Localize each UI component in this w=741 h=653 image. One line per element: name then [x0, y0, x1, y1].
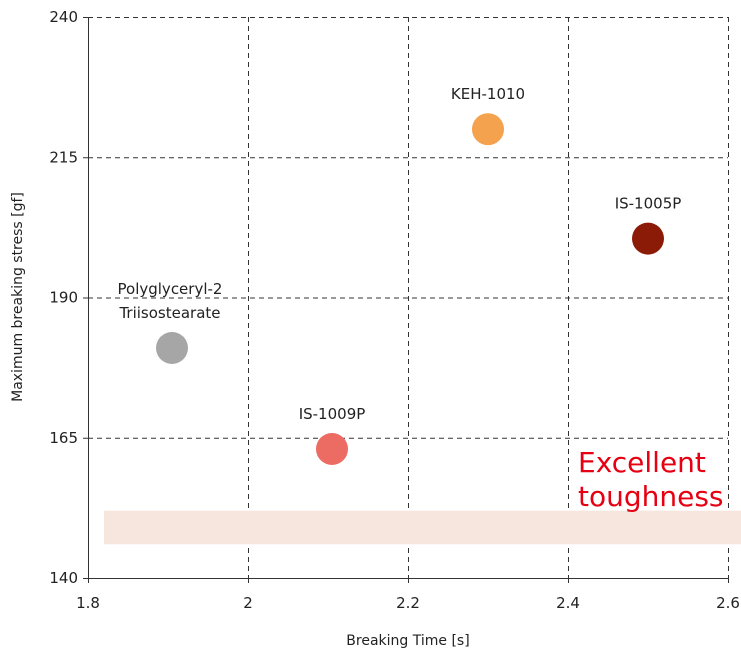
- data-point: [632, 222, 664, 255]
- point-label: IS-1009P: [299, 405, 366, 423]
- point-label: KEH-1010: [451, 85, 525, 103]
- y-tick-label: 215: [49, 148, 78, 166]
- data-point: [156, 331, 188, 364]
- y-tick-label: 140: [49, 569, 78, 587]
- x-tick-label: 2.4: [556, 594, 580, 612]
- x-tick-label: 2.6: [716, 594, 740, 612]
- point-label: Polyglyceryl-2: [118, 280, 223, 298]
- y-axis-label: Maximum breaking stress [gf]: [10, 192, 26, 402]
- highlight-text: toughness: [578, 480, 724, 513]
- y-tick-label: 165: [49, 429, 78, 447]
- x-axis-label: Breaking Time [s]: [346, 633, 469, 649]
- y-tick-label: 240: [49, 8, 78, 26]
- highlight-band: [104, 510, 741, 545]
- x-tick-label: 2: [243, 594, 253, 612]
- point-label: Triisostearate: [118, 304, 220, 322]
- y-tick-label: 190: [49, 289, 78, 307]
- x-tick-label: 2.2: [396, 594, 420, 612]
- highlight-band-layer: [104, 510, 741, 545]
- axes: [83, 17, 729, 583]
- grid: [88, 17, 729, 578]
- data-points: [156, 113, 664, 465]
- data-point: [472, 113, 504, 146]
- highlight-text: Excellent: [578, 446, 706, 479]
- x-tick-label: 1.8: [76, 594, 100, 612]
- point-label: IS-1005P: [615, 195, 682, 213]
- tick-labels: 240 215 190 165 140 1.8 2 2.2 2.4 2.6: [49, 8, 740, 612]
- data-point: [316, 432, 348, 465]
- point-labels: KEH-1010 IS-1005P Polyglyceryl-2 Triisostea…: [118, 85, 724, 513]
